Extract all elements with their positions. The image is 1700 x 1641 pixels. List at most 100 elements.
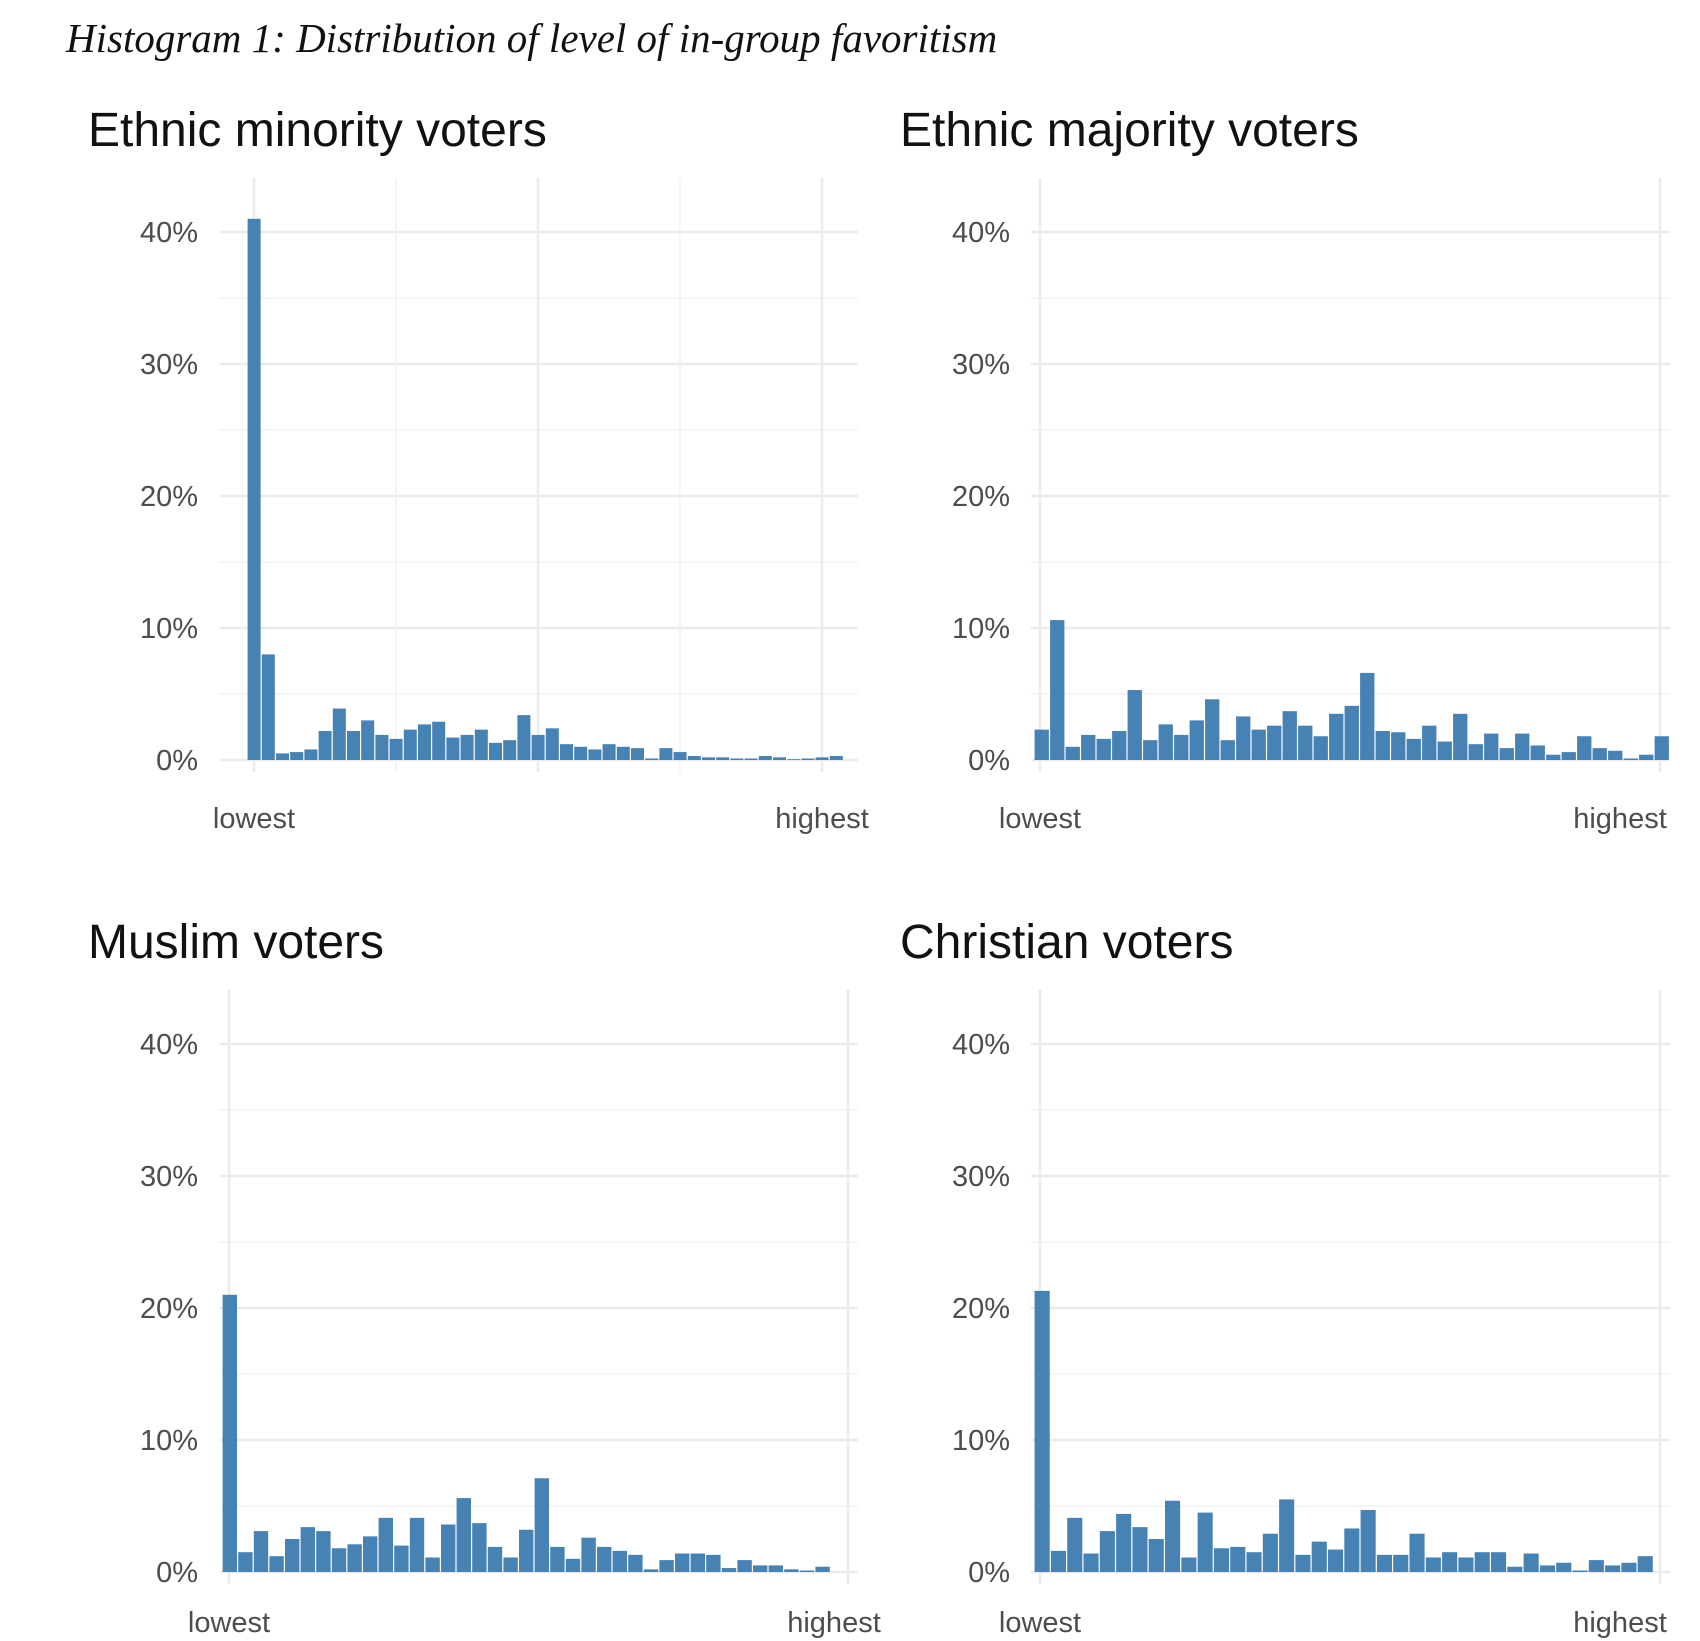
histogram-bar (1034, 729, 1049, 760)
histogram-bar (1096, 738, 1111, 760)
histogram-bar (432, 721, 446, 760)
histogram-bar (456, 1498, 471, 1572)
histogram-bar (645, 758, 659, 760)
histogram-bar (1425, 1557, 1441, 1572)
histogram-bar (1236, 716, 1251, 760)
histogram-bar (768, 1565, 783, 1572)
histogram-bar (1220, 740, 1235, 760)
histogram-bar (1572, 1570, 1588, 1572)
y-tick-label: 0% (156, 745, 198, 777)
histogram-bar (1360, 1509, 1376, 1572)
histogram-bar (1313, 736, 1328, 760)
histogram-bar (1523, 1553, 1539, 1572)
histogram-bar (1499, 748, 1514, 760)
x-tick-label-lowest: lowest (999, 1607, 1081, 1639)
histogram-bar (276, 753, 289, 760)
histogram-bar (787, 759, 801, 760)
histogram-bar (1116, 1513, 1132, 1572)
histogram-bar (1181, 1557, 1197, 1572)
histogram-bar (238, 1552, 253, 1572)
histogram-bar (1507, 1566, 1523, 1572)
x-tick-label-lowest: lowest (213, 803, 295, 835)
histogram-bar (1442, 1552, 1458, 1572)
histogram-bar (403, 729, 417, 760)
histogram-bar (489, 742, 502, 760)
histogram-bar (332, 708, 346, 760)
histogram-bar (1282, 711, 1297, 760)
y-tick-label: 10% (140, 613, 198, 645)
histogram-bar (588, 749, 602, 760)
x-tick-label-highest: highest (787, 1607, 881, 1639)
histogram-bar (673, 752, 687, 760)
histogram-bar (702, 757, 715, 760)
histogram-bar (1295, 1554, 1311, 1572)
histogram-bar (269, 1556, 284, 1572)
histogram-bar (1143, 740, 1158, 760)
histogram-bar (1344, 1528, 1360, 1572)
histogram-bar (531, 734, 545, 760)
histogram-bar (829, 756, 843, 760)
histogram-bar (1577, 736, 1592, 760)
histogram-bar (1050, 620, 1065, 760)
histogram-bar (1474, 1552, 1490, 1572)
histogram-bar (1329, 713, 1344, 760)
histogram-bar (744, 758, 758, 760)
histogram-bar (1393, 1554, 1409, 1572)
histogram-bar (1165, 1500, 1181, 1572)
histogram-bar (801, 758, 815, 760)
histogram-bar (675, 1553, 690, 1572)
histogram-bar (261, 654, 275, 760)
histogram-bar (659, 1560, 674, 1572)
y-tick-label: 30% (140, 1161, 198, 1193)
y-tick-label: 0% (156, 1557, 198, 1589)
histogram-bar (460, 734, 474, 760)
histogram-bar (1468, 744, 1483, 760)
histogram-bar (316, 1531, 331, 1572)
histogram-bar (1360, 672, 1375, 760)
histogram-bar (1539, 1565, 1555, 1572)
histogram-bar (1621, 1562, 1637, 1572)
histogram-bar (394, 1545, 409, 1572)
y-tick-label: 0% (968, 1557, 1010, 1589)
histogram-bar (687, 756, 701, 760)
histogram-bar (1546, 754, 1561, 760)
histogram-bar (1189, 720, 1204, 760)
histogram-bar (631, 748, 644, 760)
histogram-bar (1623, 758, 1638, 760)
histogram-bar (1605, 1565, 1621, 1572)
histogram-bar (730, 758, 744, 760)
histogram-bar (815, 1566, 830, 1572)
histogram-bar (773, 757, 786, 760)
histogram-bar (690, 1553, 705, 1572)
y-tick-label: 20% (140, 1293, 198, 1325)
histogram-bar (602, 744, 616, 760)
histogram-bar (1298, 725, 1313, 760)
y-tick-label: 10% (140, 1425, 198, 1457)
histogram-bar (1592, 748, 1607, 760)
histogram-bar (474, 729, 488, 760)
panel-title: Muslim voters (88, 916, 384, 969)
panel-title: Christian voters (900, 916, 1233, 969)
histogram-bar (318, 730, 332, 760)
histogram-bar (784, 1569, 799, 1572)
panel-ethnic-majority-voters: Ethnic majority voters 0% 10% 20% 30% 40% lowe… (900, 104, 1670, 835)
histogram-bar (253, 1531, 269, 1572)
histogram-bar (1127, 690, 1142, 760)
histogram-bar (1267, 725, 1282, 760)
histogram-bar (503, 1557, 518, 1572)
histogram-bar (331, 1548, 347, 1572)
histogram-bar (1375, 730, 1390, 760)
histogram-bar (389, 738, 403, 760)
histogram-bar (721, 1568, 737, 1572)
histogram-bar (1453, 713, 1468, 760)
histogram-bar (706, 1554, 721, 1572)
histogram-bar (1406, 738, 1421, 760)
histogram-bar (628, 1554, 643, 1572)
x-tick-label-lowest: lowest (188, 1607, 270, 1639)
histogram-bar (1050, 1550, 1066, 1572)
y-tick-label: 30% (140, 349, 198, 381)
histogram-bar (534, 1478, 549, 1572)
histogram-bar (1561, 752, 1576, 760)
x-tick-label-lowest: lowest (999, 803, 1081, 835)
histogram-bar (659, 748, 673, 760)
